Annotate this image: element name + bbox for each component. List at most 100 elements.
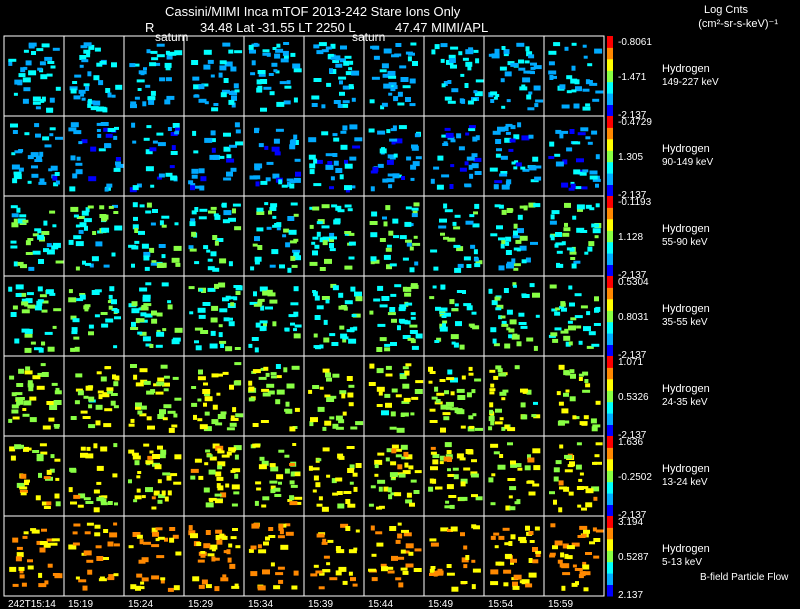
- data-pixel: [43, 506, 51, 509]
- data-pixel: [398, 307, 406, 312]
- data-pixel: [228, 447, 237, 452]
- data-pixel: [151, 310, 157, 316]
- data-pixel: [202, 302, 211, 306]
- data-pixel: [131, 122, 136, 128]
- data-pixel: [468, 372, 474, 376]
- data-pixel: [143, 137, 150, 141]
- data-pixel: [105, 318, 114, 323]
- data-pixel: [252, 369, 261, 374]
- data-pixel: [270, 489, 276, 494]
- data-pixel: [85, 86, 90, 91]
- panel-frame: [483, 275, 545, 357]
- data-pixel: [559, 263, 564, 268]
- data-pixel: [466, 156, 475, 161]
- data-pixel: [83, 49, 91, 54]
- data-pixel: [312, 250, 318, 256]
- data-pixel: [230, 469, 236, 473]
- data-pixel: [568, 325, 576, 331]
- data-pixel: [162, 417, 168, 421]
- data-pixel: [531, 414, 537, 418]
- data-pixel: [510, 558, 517, 563]
- data-pixel: [490, 99, 495, 103]
- colorbar-segment: [607, 470, 613, 483]
- data-pixel: [393, 96, 399, 102]
- data-pixel: [338, 455, 345, 460]
- data-pixel: [308, 389, 313, 394]
- data-pixel: [46, 501, 52, 506]
- data-pixel: [214, 499, 223, 504]
- data-pixel: [232, 468, 241, 473]
- data-pixel: [285, 523, 291, 527]
- data-pixel: [96, 122, 104, 126]
- data-pixel: [149, 147, 157, 152]
- data-pixel: [530, 241, 538, 245]
- data-pixel: [55, 136, 63, 140]
- data-pixel: [113, 345, 118, 349]
- data-pixel: [132, 140, 137, 144]
- data-pixel: [370, 186, 375, 192]
- data-pixel: [490, 535, 496, 540]
- data-pixel: [34, 347, 42, 351]
- data-pixel: [233, 285, 242, 288]
- data-pixel: [379, 304, 388, 308]
- data-pixel: [289, 480, 295, 485]
- data-pixel: [521, 84, 526, 88]
- colorbar-max-label: -0.1193: [618, 197, 652, 208]
- data-pixel: [583, 415, 589, 420]
- data-pixel: [284, 454, 290, 458]
- data-pixel: [343, 306, 348, 311]
- data-pixel: [99, 205, 105, 210]
- colorbar-mid-label: 1.128: [618, 232, 643, 243]
- data-pixel: [156, 54, 165, 58]
- data-pixel: [566, 75, 573, 80]
- data-pixel: [501, 320, 507, 325]
- data-pixel: [15, 284, 24, 290]
- data-pixel: [54, 458, 61, 462]
- data-pixel: [21, 328, 30, 333]
- data-pixel: [87, 103, 92, 108]
- data-pixel: [463, 303, 472, 307]
- data-pixel: [342, 580, 348, 585]
- data-pixel: [259, 326, 265, 332]
- data-pixel: [197, 307, 206, 313]
- data-pixel: [386, 244, 392, 248]
- data-pixel: [576, 204, 585, 210]
- data-pixel: [348, 241, 356, 246]
- data-pixel: [371, 553, 377, 557]
- data-pixel: [13, 261, 18, 267]
- data-pixel: [290, 139, 296, 144]
- data-pixel: [535, 552, 541, 557]
- data-pixel: [456, 453, 464, 459]
- data-pixel: [355, 296, 363, 302]
- data-pixel: [252, 243, 258, 247]
- data-pixel: [589, 541, 595, 545]
- data-pixel: [494, 545, 499, 549]
- data-pixel: [528, 531, 534, 535]
- data-pixel: [496, 148, 502, 152]
- data-pixel: [473, 90, 478, 94]
- data-pixel: [25, 366, 31, 371]
- data-pixel: [104, 408, 113, 412]
- data-pixel: [146, 125, 152, 129]
- data-pixel: [342, 336, 349, 340]
- data-pixel: [392, 218, 399, 224]
- data-pixel: [254, 236, 260, 242]
- data-pixel: [565, 389, 570, 393]
- data-pixel: [340, 333, 348, 339]
- data-pixel: [265, 372, 270, 377]
- data-pixel: [148, 96, 155, 101]
- data-pixel: [490, 569, 499, 575]
- data-pixel: [278, 179, 283, 185]
- data-pixel: [79, 222, 87, 228]
- data-pixel: [293, 177, 301, 183]
- data-pixel: [347, 208, 353, 212]
- data-pixel: [355, 463, 362, 468]
- data-pixel: [460, 481, 466, 487]
- data-pixel: [138, 230, 145, 235]
- data-pixel: [149, 62, 157, 67]
- data-pixel: [159, 409, 166, 415]
- data-pixel: [287, 216, 295, 221]
- data-pixel: [557, 559, 563, 564]
- data-pixel: [77, 390, 84, 396]
- data-pixel: [588, 331, 596, 336]
